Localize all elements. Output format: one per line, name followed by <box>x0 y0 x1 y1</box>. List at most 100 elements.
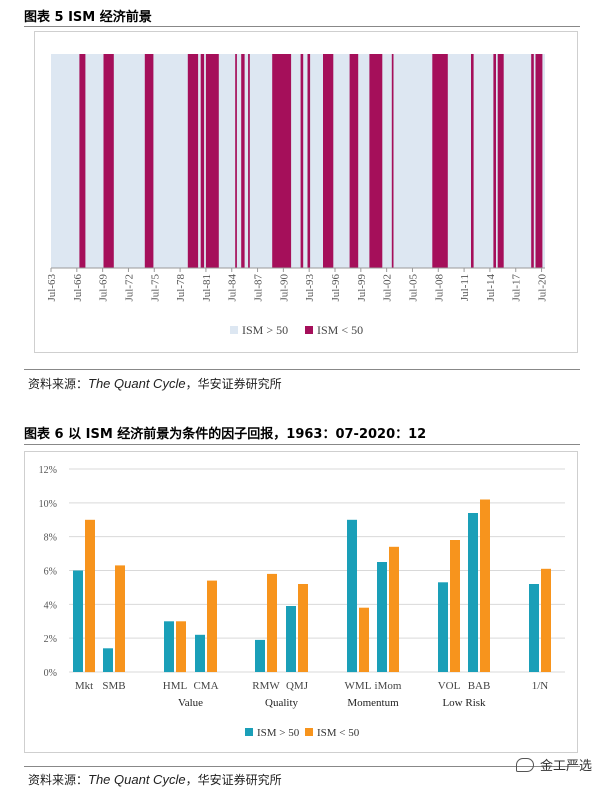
legend-label-ism-below: ISM < 50 <box>317 727 360 739</box>
bar-CMA-ism-above <box>195 634 205 672</box>
bar-SMB-ism-above <box>103 648 113 672</box>
bar-RMW-ism-above <box>255 639 265 672</box>
x-tick-label: Jul-84 <box>227 274 239 302</box>
watermark-text: 金工严选 <box>539 759 592 774</box>
category-label-Mkt: Mkt <box>75 680 93 692</box>
ism-below-band-18 <box>493 54 496 268</box>
x-tick-label: Jul-63 <box>46 274 58 302</box>
category-label-VOL: VOL <box>438 680 461 692</box>
legend-swatch-above <box>230 326 238 334</box>
legend-label-above: ISM > 50 <box>242 323 288 337</box>
bar-BAB-ism-below <box>480 499 490 672</box>
figure6-legend: ISM > 50 ISM < 50 <box>245 727 360 739</box>
x-tick-label: Jul-11 <box>459 274 471 301</box>
y-tick-label: 10% <box>39 499 57 510</box>
figure5-title: 图表 5 ISM 经济前景 <box>24 10 152 25</box>
x-tick-label: Jul-72 <box>124 274 136 302</box>
ism-below-band-21 <box>535 54 543 268</box>
bar-QMJ-ism-below <box>298 584 308 672</box>
ism-below-band-12 <box>323 54 334 268</box>
bar-iMom-ism-below <box>389 546 399 672</box>
bar-1/N-ism-below <box>541 568 551 672</box>
legend-swatch-ism-below <box>305 728 313 736</box>
bar-HML-ism-above <box>164 621 174 673</box>
legend-swatch-below <box>305 326 313 334</box>
y-tick-label: 0% <box>44 668 57 679</box>
bar-VOL-ism-above <box>438 582 448 672</box>
group-label: Low Risk <box>442 697 486 709</box>
category-label-BAB: BAB <box>468 680 491 692</box>
category-label-HML: HML <box>163 680 188 692</box>
category-label-WML: WML <box>345 680 372 692</box>
x-tick-label: Jul-17 <box>511 274 523 302</box>
figure6-title-rule <box>24 444 580 445</box>
bar-1/N-ism-above <box>529 584 539 672</box>
category-label-RMW: RMW <box>252 680 280 692</box>
bar-WML-ism-below <box>359 607 369 672</box>
ism-below-band-16 <box>432 54 448 268</box>
bar-HML-ism-below <box>176 621 186 673</box>
ism-below-band-8 <box>248 54 250 268</box>
bar-WML-ism-above <box>347 519 357 673</box>
x-tick-label: Jul-87 <box>253 274 265 302</box>
figure5-title-rule <box>24 26 580 27</box>
ism-below-band-20 <box>531 54 534 268</box>
x-tick-label: Jul-81 <box>201 274 213 302</box>
bar-QMJ-ism-above <box>286 606 296 672</box>
x-tick-label: Jul-66 <box>72 274 84 302</box>
y-tick-label: 2% <box>44 634 57 645</box>
watermark: 金工严选 <box>515 755 592 774</box>
source-suffix: ，华安证券研究所 <box>185 377 282 391</box>
category-label-iMom: iMom <box>375 680 402 692</box>
category-label-CMA: CMA <box>193 680 218 692</box>
figure5-panel: Jul-63 Jul-66 Jul-69 Jul-72 Jul-75 Jul-78 Jul-… <box>34 31 578 353</box>
x-tick-label: Jul-78 <box>175 274 187 302</box>
x-tick-label: Jul-75 <box>149 274 161 302</box>
wechat-icon <box>515 758 534 772</box>
figure5-source: 资料来源：The Quant Cycle，华安证券研究所 <box>28 375 282 392</box>
bar-Mkt-ism-above <box>73 570 83 672</box>
figure6-source-rule <box>24 766 580 767</box>
ism-below-band-1 <box>103 54 114 268</box>
source-suffix: ，华安证券研究所 <box>185 773 282 787</box>
group-label: Momentum <box>347 697 399 709</box>
ism-below-band-17 <box>471 54 474 268</box>
group-label: Quality <box>265 697 298 709</box>
y-tick-label: 8% <box>44 533 57 544</box>
ism-below-band-14 <box>369 54 383 268</box>
ism-below-band-10 <box>300 54 304 268</box>
figure6-source: 资料来源：The Quant Cycle，华安证券研究所 <box>28 771 282 788</box>
ism-below-band-0 <box>79 54 86 268</box>
group-label: Value <box>178 697 203 709</box>
legend-label-ism-above: ISM > 50 <box>257 727 300 739</box>
ism-below-band-11 <box>307 54 311 268</box>
legend-label-below: ISM < 50 <box>317 323 363 337</box>
ism-regime-chart: Jul-63 Jul-66 Jul-69 Jul-72 Jul-75 Jul-78 Jul-… <box>46 54 549 337</box>
bar-SMB-ism-below <box>115 565 125 672</box>
ism-below-band-7 <box>241 54 245 268</box>
x-tick-label: Jul-93 <box>304 274 316 302</box>
x-tick-label: Jul-20 <box>537 274 549 302</box>
ism-below-band-3 <box>187 54 199 268</box>
x-tick-label: Jul-05 <box>408 274 420 302</box>
x-tick-label: Jul-02 <box>382 274 394 302</box>
bar-iMom-ism-above <box>377 562 387 672</box>
category-label-SMB: SMB <box>102 680 125 692</box>
bar-VOL-ism-below <box>450 540 460 672</box>
source-prefix: 资料来源： <box>28 773 89 787</box>
y-tick-label: 4% <box>44 600 57 611</box>
ism-below-band-4 <box>200 54 205 268</box>
ism-below-band-13 <box>349 54 359 268</box>
y-tick-label: 6% <box>44 567 57 578</box>
factor-returns-chart: 0% 2% 4% 6% 8% 10% 12% Mkt SMB HML CMA RMW QMJ WML iM… <box>39 465 565 739</box>
bar-RMW-ism-below <box>267 573 277 672</box>
x-tick-label: Jul-90 <box>278 274 290 302</box>
figure5-legend: ISM > 50 ISM < 50 <box>230 323 363 337</box>
figure6-panel: 0% 2% 4% 6% 8% 10% 12% Mkt SMB HML CMA RMW QMJ WML iM… <box>24 451 578 753</box>
source-italic: The Quant Cycle <box>88 376 186 391</box>
x-tick-label: Jul-96 <box>330 274 342 302</box>
source-prefix: 资料来源： <box>28 377 89 391</box>
category-label-1/N: 1/N <box>532 680 549 692</box>
ism-below-band-9 <box>272 54 292 268</box>
ism-below-band-2 <box>144 54 154 268</box>
